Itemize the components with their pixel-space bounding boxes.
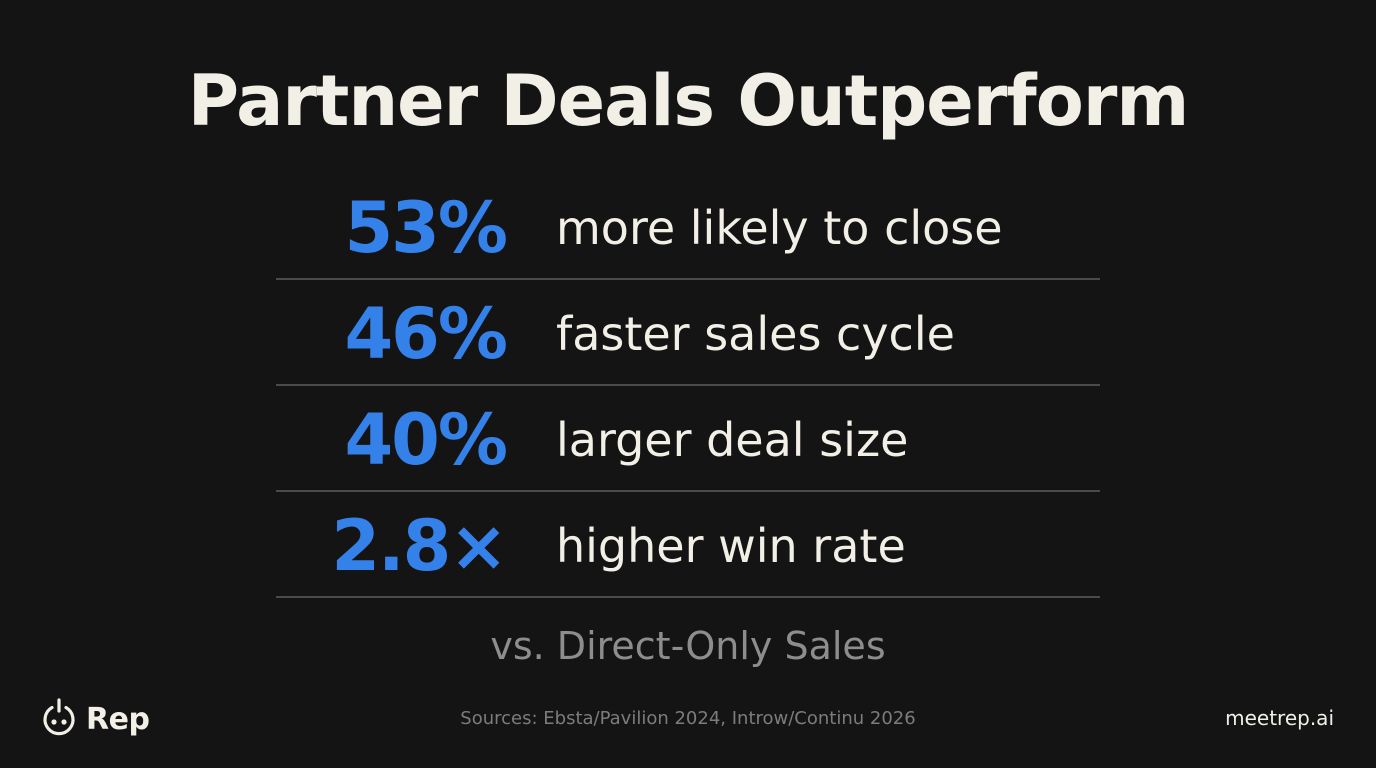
website-url: meetrep.ai [1225,706,1334,730]
stat-row: 46% faster sales cycle [276,280,1100,386]
brand-name: Rep [86,701,150,737]
stat-label: faster sales cycle [556,307,955,361]
power-plug-icon [43,698,75,736]
stat-label: more likely to close [556,201,1003,255]
sources-citation: Sources: Ebsta/Pavilion 2024, Introw/Con… [460,708,916,729]
stat-row: 2.8× higher win rate [276,492,1100,598]
stats-list: 53% more likely to close 46% faster sale… [276,174,1100,598]
slide-title: Partner Deals Outperform [187,60,1190,142]
stat-row: 40% larger deal size [276,386,1100,492]
brand-logo: Rep [40,697,150,741]
stat-label: higher win rate [556,519,906,573]
stat-value: 40% [344,399,508,481]
comparison-subtitle: vs. Direct-Only Sales [490,624,886,668]
stat-value: 2.8× [331,505,508,587]
stat-row: 53% more likely to close [276,174,1100,280]
stat-label: larger deal size [556,413,909,467]
stat-value: 53% [344,187,508,269]
stat-value: 46% [344,293,508,375]
